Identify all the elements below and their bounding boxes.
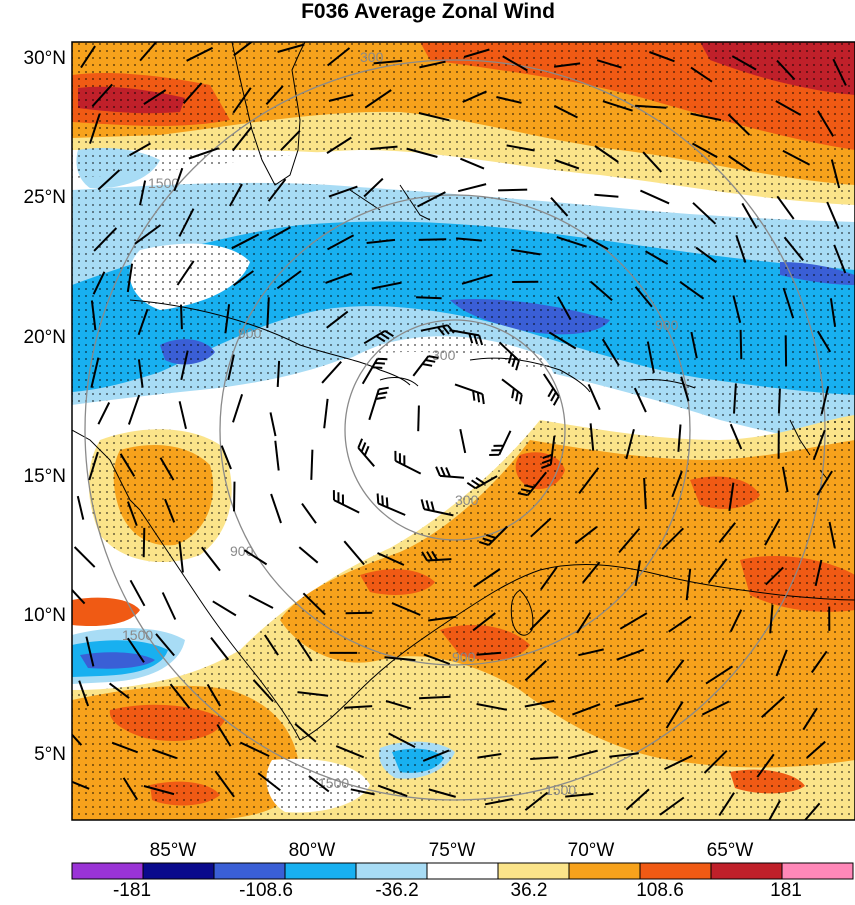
map-title: F036 Average Zonal Wind (301, 0, 555, 23)
ring-label: 900 (238, 325, 262, 341)
ring-label: 300 (455, 492, 479, 508)
lat-label-15n: 15°N (24, 466, 66, 487)
ring-label: 1500 (122, 627, 153, 643)
wind-barb (311, 450, 312, 480)
lon-label-85w: 85°W (150, 840, 197, 861)
colorbar-label: 108.6 (636, 880, 684, 900)
wind-barb (144, 528, 145, 557)
wind-barb (419, 239, 447, 240)
wind-barb (234, 482, 235, 512)
map-panel: 300 900 1500 300 900 1500 1500 900 1500 … (60, 38, 855, 828)
wind-barb (278, 361, 279, 387)
lon-label-70w: 70°W (568, 840, 615, 861)
colorbar-label: 181 (770, 880, 802, 900)
colorbar-swatch (72, 863, 143, 879)
lat-label-25n: 25°N (24, 187, 66, 208)
colorbar-label: -108.6 (239, 880, 293, 900)
ring-label: 900 (230, 543, 254, 559)
colorbar-swatch (498, 863, 569, 879)
colorbar-swatch (711, 863, 782, 879)
wind-barb (416, 297, 442, 298)
colorbar-swatch (427, 863, 498, 879)
colorbar (72, 863, 853, 879)
lat-label-10n: 10°N (24, 605, 66, 626)
ring-label: 300 (432, 347, 456, 363)
colorbar-swatch (214, 863, 285, 879)
wind-barb (779, 389, 780, 414)
ring-label: 900 (452, 649, 476, 665)
colorbar-tick-labels: -181 -108.6 -36.2 36.2 108.6 181 (113, 880, 802, 900)
ring-label: 1500 (318, 775, 349, 791)
colorbar-swatch (640, 863, 711, 879)
wind-barb (346, 613, 373, 614)
colorbar-swatch (143, 863, 214, 879)
colorbar-label: 36.2 (511, 880, 548, 900)
colorbar-swatch (356, 863, 427, 879)
wind-barb (181, 305, 182, 330)
latitude-labels: 30°N 25°N 20°N 15°N 10°N 5°N (24, 48, 66, 765)
colorbar-swatch (569, 863, 640, 879)
colorbar-swatch (782, 863, 853, 879)
colorbar-label: -181 (113, 880, 151, 900)
wind-barb (498, 190, 527, 191)
lat-label-20n: 20°N (24, 327, 66, 348)
wind-barb (741, 330, 742, 359)
lon-label-80w: 80°W (289, 840, 336, 861)
colorbar-swatch (285, 863, 356, 879)
lon-label-75w: 75°W (429, 840, 476, 861)
wind-barb (418, 406, 419, 432)
ring-label: 900 (655, 317, 679, 333)
colorbar-label: -36.2 (375, 880, 418, 900)
longitude-labels: 85°W 80°W 75°W 70°W 65°W (150, 840, 754, 861)
lat-label-30n: 30°N (24, 48, 66, 69)
lat-label-5n: 5°N (34, 744, 66, 765)
lon-label-65w: 65°W (707, 840, 754, 861)
stipple-west-blob (89, 429, 232, 562)
